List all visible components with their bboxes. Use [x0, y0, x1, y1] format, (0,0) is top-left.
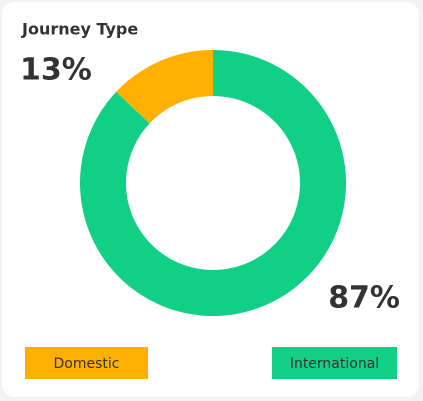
legend-label: Domestic	[54, 356, 120, 372]
legend-swatch	[25, 347, 148, 379]
value-label: 13%	[20, 53, 92, 88]
chart-title: Journey Type	[21, 20, 138, 39]
donut-slice	[116, 50, 213, 124]
legend-swatch	[272, 347, 397, 379]
legend-label: International	[290, 356, 379, 372]
donut-slice	[80, 50, 347, 317]
value-label: 87%	[328, 281, 400, 316]
